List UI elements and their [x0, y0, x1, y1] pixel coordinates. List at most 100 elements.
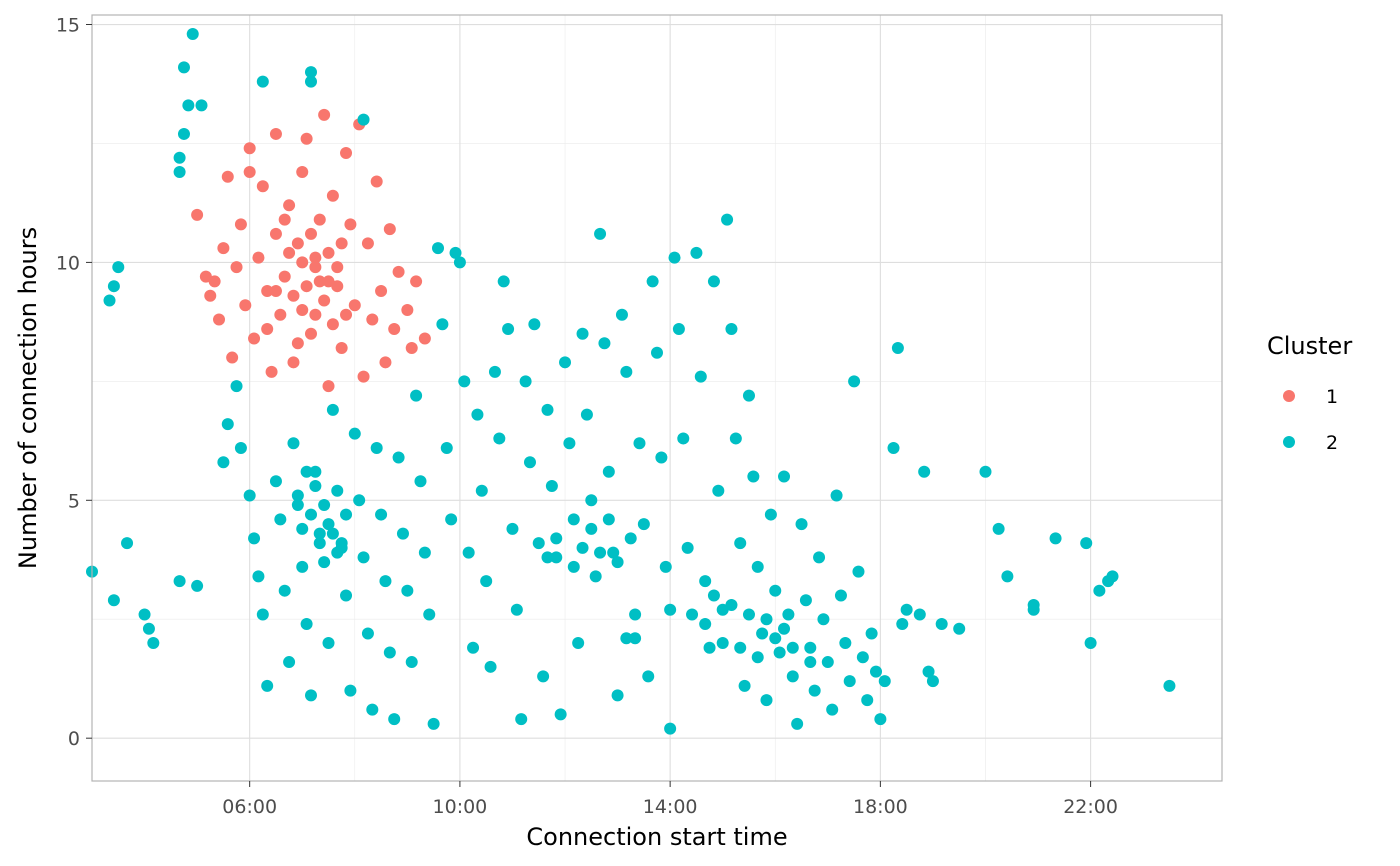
data-point-cluster-2 — [340, 589, 353, 602]
data-point-cluster-1 — [383, 223, 396, 236]
data-point-cluster-2 — [515, 713, 528, 726]
data-point-cluster-2 — [742, 389, 755, 402]
data-point-cluster-2 — [598, 337, 611, 350]
data-point-cluster-1 — [213, 313, 226, 326]
x-tick-label: 06:00 — [222, 796, 277, 818]
data-point-cluster-1 — [226, 351, 239, 364]
data-point-cluster-1 — [283, 246, 296, 259]
data-point-cluster-2 — [633, 437, 646, 450]
data-point-cluster-2 — [467, 641, 480, 654]
y-tick-label: 15 — [56, 15, 80, 37]
data-point-cluster-1 — [309, 308, 322, 321]
data-point-cluster-2 — [318, 556, 331, 569]
data-point-cluster-2 — [786, 670, 799, 683]
data-point-cluster-2 — [725, 323, 738, 336]
data-point-cluster-2 — [392, 451, 405, 464]
data-point-cluster-2 — [186, 28, 199, 41]
data-point-cluster-2 — [291, 489, 304, 502]
data-point-cluster-2 — [804, 641, 817, 654]
y-tick-label: 10 — [56, 252, 80, 274]
data-point-cluster-2 — [751, 560, 764, 573]
data-point-cluster-2 — [878, 675, 891, 688]
data-point-cluster-1 — [344, 218, 357, 231]
data-point-cluster-2 — [629, 608, 642, 621]
data-point-cluster-2 — [699, 617, 712, 630]
minor-gridlines — [92, 15, 1222, 781]
data-point-cluster-2 — [471, 408, 484, 421]
data-point-cluster-2 — [112, 261, 125, 274]
data-point-cluster-2 — [427, 717, 440, 730]
data-point-cluster-1 — [379, 356, 392, 369]
data-point-cluster-2 — [528, 318, 541, 331]
y-tick-label: 0 — [68, 728, 80, 750]
data-point-cluster-1 — [300, 280, 313, 293]
data-point-cluster-2 — [291, 499, 304, 512]
data-point-cluster-2 — [699, 575, 712, 588]
data-point-cluster-2 — [107, 594, 120, 607]
data-point-cluster-2 — [852, 565, 865, 578]
data-point-cluster-2 — [1049, 532, 1062, 545]
data-point-cluster-1 — [287, 289, 300, 302]
data-point-cluster-2 — [304, 689, 317, 702]
data-point-cluster-1 — [357, 370, 370, 383]
data-point-cluster-2 — [615, 308, 628, 321]
legend: Cluster 1 2 — [1267, 332, 1352, 454]
data-point-cluster-2 — [620, 632, 633, 645]
data-point-cluster-2 — [545, 480, 558, 493]
data-point-cluster-2 — [778, 470, 791, 483]
data-point-cluster-1 — [269, 227, 282, 240]
data-point-cluster-2 — [703, 641, 716, 654]
data-point-cluster-2 — [370, 441, 383, 454]
data-point-cluster-2 — [488, 365, 501, 378]
data-point-cluster-2 — [865, 627, 878, 640]
data-point-cluster-2 — [580, 408, 593, 421]
data-point-cluster-1 — [418, 332, 431, 345]
data-point-cluster-2 — [624, 532, 637, 545]
data-point-cluster-1 — [261, 284, 274, 297]
data-point-cluster-1 — [265, 365, 278, 378]
data-point-cluster-2 — [234, 441, 247, 454]
data-point-cluster-2 — [742, 608, 755, 621]
data-point-cluster-2 — [296, 522, 309, 535]
data-point-cluster-1 — [239, 299, 252, 312]
data-point-cluster-2 — [620, 365, 633, 378]
data-point-cluster-2 — [493, 432, 506, 445]
data-point-cluster-2 — [432, 242, 445, 255]
data-point-cluster-2 — [637, 518, 650, 531]
data-point-cluster-2 — [309, 480, 322, 493]
data-point-cluster-2 — [475, 484, 488, 497]
data-point-cluster-2 — [375, 508, 388, 521]
data-point-cluster-1 — [283, 199, 296, 212]
data-point-cluster-2 — [1093, 584, 1106, 597]
data-point-cluster-2 — [304, 66, 317, 79]
data-point-cluster-2 — [896, 617, 909, 630]
data-point-cluster-2 — [300, 465, 313, 478]
data-point-cluster-2 — [147, 637, 160, 650]
data-point-cluster-1 — [340, 308, 353, 321]
data-point-cluster-2 — [440, 441, 453, 454]
data-point-cluster-2 — [664, 603, 677, 616]
data-point-cluster-2 — [918, 465, 931, 478]
data-point-cluster-2 — [602, 465, 615, 478]
data-point-cluster-2 — [747, 470, 760, 483]
data-point-cluster-2 — [585, 494, 598, 507]
data-point-cluster-2 — [659, 560, 672, 573]
data-point-cluster-2 — [830, 489, 843, 502]
data-point-cluster-2 — [401, 584, 414, 597]
data-point-cluster-2 — [304, 508, 317, 521]
data-point-cluster-2 — [357, 113, 370, 126]
data-point-cluster-2 — [379, 575, 392, 588]
data-point-cluster-1 — [221, 170, 234, 183]
data-point-cluster-2 — [326, 527, 339, 540]
data-point-cluster-1 — [191, 208, 204, 221]
legend-title: Cluster — [1267, 332, 1352, 360]
data-point-cluster-2 — [694, 370, 707, 383]
data-point-cluster-2 — [256, 608, 269, 621]
data-point-cluster-2 — [891, 342, 904, 355]
data-point-cluster-2 — [764, 508, 777, 521]
data-point-cluster-1 — [304, 227, 317, 240]
data-point-cluster-2 — [103, 294, 116, 307]
x-axis-title: Connection start time — [526, 823, 787, 851]
data-point-cluster-2 — [611, 689, 624, 702]
x-tick-label: 14:00 — [643, 796, 698, 818]
